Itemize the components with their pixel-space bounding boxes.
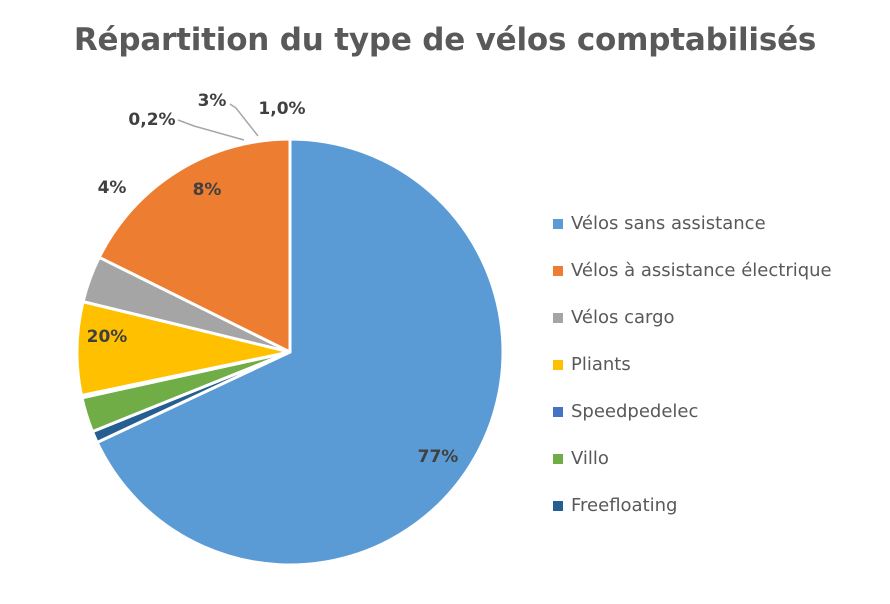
- chart-title: Répartition du type de vélos comptabilis…: [73, 22, 817, 58]
- data-label-velos-a-assistance-electrique: 20%: [87, 327, 128, 347]
- legend-label: Vélos à assistance électrique: [571, 260, 832, 281]
- legend-swatch: [553, 218, 563, 229]
- legend-swatch: [553, 312, 563, 323]
- legend-item-freefloating: Freefloating: [553, 482, 832, 529]
- legend-swatch: [553, 453, 563, 464]
- leader-line-speedpedelec: [177, 119, 245, 141]
- legend-item-velos-sans-assistance: Vélos sans assistance: [553, 200, 832, 247]
- legend-swatch: [553, 406, 563, 417]
- legend-item-villo: Villo: [553, 435, 832, 482]
- legend-swatch: [553, 500, 563, 511]
- chart-legend: Vélos sans assistance Vélos à assistance …: [553, 200, 832, 529]
- leader-line-villo: [229, 103, 259, 137]
- legend-label: Vélos sans assistance: [571, 213, 766, 234]
- legend-label: Villo: [571, 448, 609, 469]
- data-label-villo: 3%: [198, 91, 227, 111]
- data-label-speedpedelec: 0,2%: [128, 110, 175, 130]
- data-label-velos-sans-assistance: 77%: [418, 447, 459, 467]
- pie-slice-velos-a-assistance-electrique: [97, 137, 292, 354]
- legend-item-speedpedelec: Speedpedelec: [553, 388, 832, 435]
- legend-item-velos-a-assistance-electrique: Vélos à assistance électrique: [553, 247, 832, 294]
- data-label-pliants: 8%: [193, 180, 222, 200]
- legend-swatch: [553, 265, 563, 276]
- legend-item-velos-cargo: Vélos cargo: [553, 294, 832, 341]
- legend-label: Freefloating: [571, 495, 678, 516]
- legend-label: Pliants: [571, 354, 631, 375]
- pie-slice-velos-sans-assistance: [95, 137, 505, 567]
- data-label-velos-cargo: 4%: [98, 178, 127, 198]
- legend-swatch: [553, 359, 563, 370]
- legend-label: Speedpedelec: [571, 401, 699, 422]
- data-label-freefloating: 1,0%: [258, 99, 305, 119]
- legend-label: Vélos cargo: [571, 307, 675, 328]
- legend-item-pliants: Pliants: [553, 341, 832, 388]
